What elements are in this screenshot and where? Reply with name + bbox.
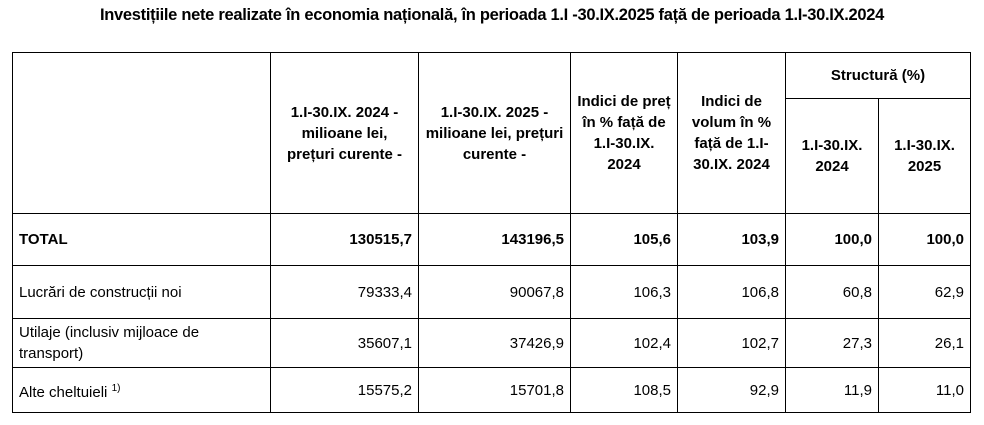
- cell-price-index: 105,6: [570, 213, 678, 266]
- cell-2024: 15575,2: [270, 367, 419, 413]
- cell-volume-index: 102,7: [677, 318, 786, 368]
- cell-structure-2024: 100,0: [785, 213, 879, 266]
- cell-volume-index: 103,9: [677, 213, 786, 266]
- row-label: TOTAL: [12, 213, 271, 266]
- cell-2025: 143196,5: [418, 213, 571, 266]
- cell-2025: 90067,8: [418, 265, 571, 319]
- cell-structure-2025: 26,1: [878, 318, 971, 368]
- cell-volume-index: 92,9: [677, 367, 786, 413]
- header-volume-index: Indici de volum în % față de 1.I-30.IX. …: [677, 52, 786, 214]
- row-label: Utilaje (inclusiv mijloace de transport): [12, 318, 271, 368]
- cell-structure-2024: 27,3: [785, 318, 879, 368]
- cell-price-index: 102,4: [570, 318, 678, 368]
- cell-structure-2024: 11,9: [785, 367, 879, 413]
- header-structure-2024: 1.I-30.IX. 2024: [785, 98, 879, 214]
- row-label: Alte cheltuieli 1): [12, 367, 271, 413]
- table-row: Lucrări de construcții noi 79333,4 90067…: [12, 265, 971, 319]
- header-2025: 1.I-30.IX. 2025 - milioane lei, prețuri …: [418, 52, 571, 214]
- cell-2024: 79333,4: [270, 265, 419, 319]
- cell-2025: 37426,9: [418, 318, 571, 368]
- row-label: Lucrări de construcții noi: [12, 265, 271, 319]
- footnote-marker: 1): [111, 382, 121, 394]
- page-title: Investițiile nete realizate în economia …: [99, 6, 885, 24]
- header-empty: [12, 52, 271, 214]
- header-structure: Structură (%): [785, 52, 971, 99]
- header-2024: 1.I-30.IX. 2024 - milioane lei, prețuri …: [270, 52, 419, 214]
- cell-structure-2025: 100,0: [878, 213, 971, 266]
- cell-structure-2025: 62,9: [878, 265, 971, 319]
- header-price-index: Indici de preț în % față de 1.I-30.IX. 2…: [570, 52, 678, 214]
- cell-structure-2024: 60,8: [785, 265, 879, 319]
- cell-2024: 35607,1: [270, 318, 419, 368]
- cell-structure-2025: 11,0: [878, 367, 971, 413]
- row-label-text: Alte cheltuieli: [19, 383, 108, 401]
- cell-price-index: 106,3: [570, 265, 678, 319]
- cell-2024: 130515,7: [270, 213, 419, 266]
- cell-price-index: 108,5: [570, 367, 678, 413]
- table-row: TOTAL 130515,7 143196,5 105,6 103,9 100,…: [12, 213, 971, 266]
- cell-2025: 15701,8: [418, 367, 571, 413]
- investments-table: 1.I-30.IX. 2024 - milioane lei, prețuri …: [12, 52, 971, 413]
- table-row: Alte cheltuieli 1) 15575,2 15701,8 108,5…: [12, 367, 971, 413]
- cell-volume-index: 106,8: [677, 265, 786, 319]
- header-structure-2025: 1.I-30.IX. 2025: [878, 98, 971, 214]
- table-row: Utilaje (inclusiv mijloace de transport)…: [12, 318, 971, 368]
